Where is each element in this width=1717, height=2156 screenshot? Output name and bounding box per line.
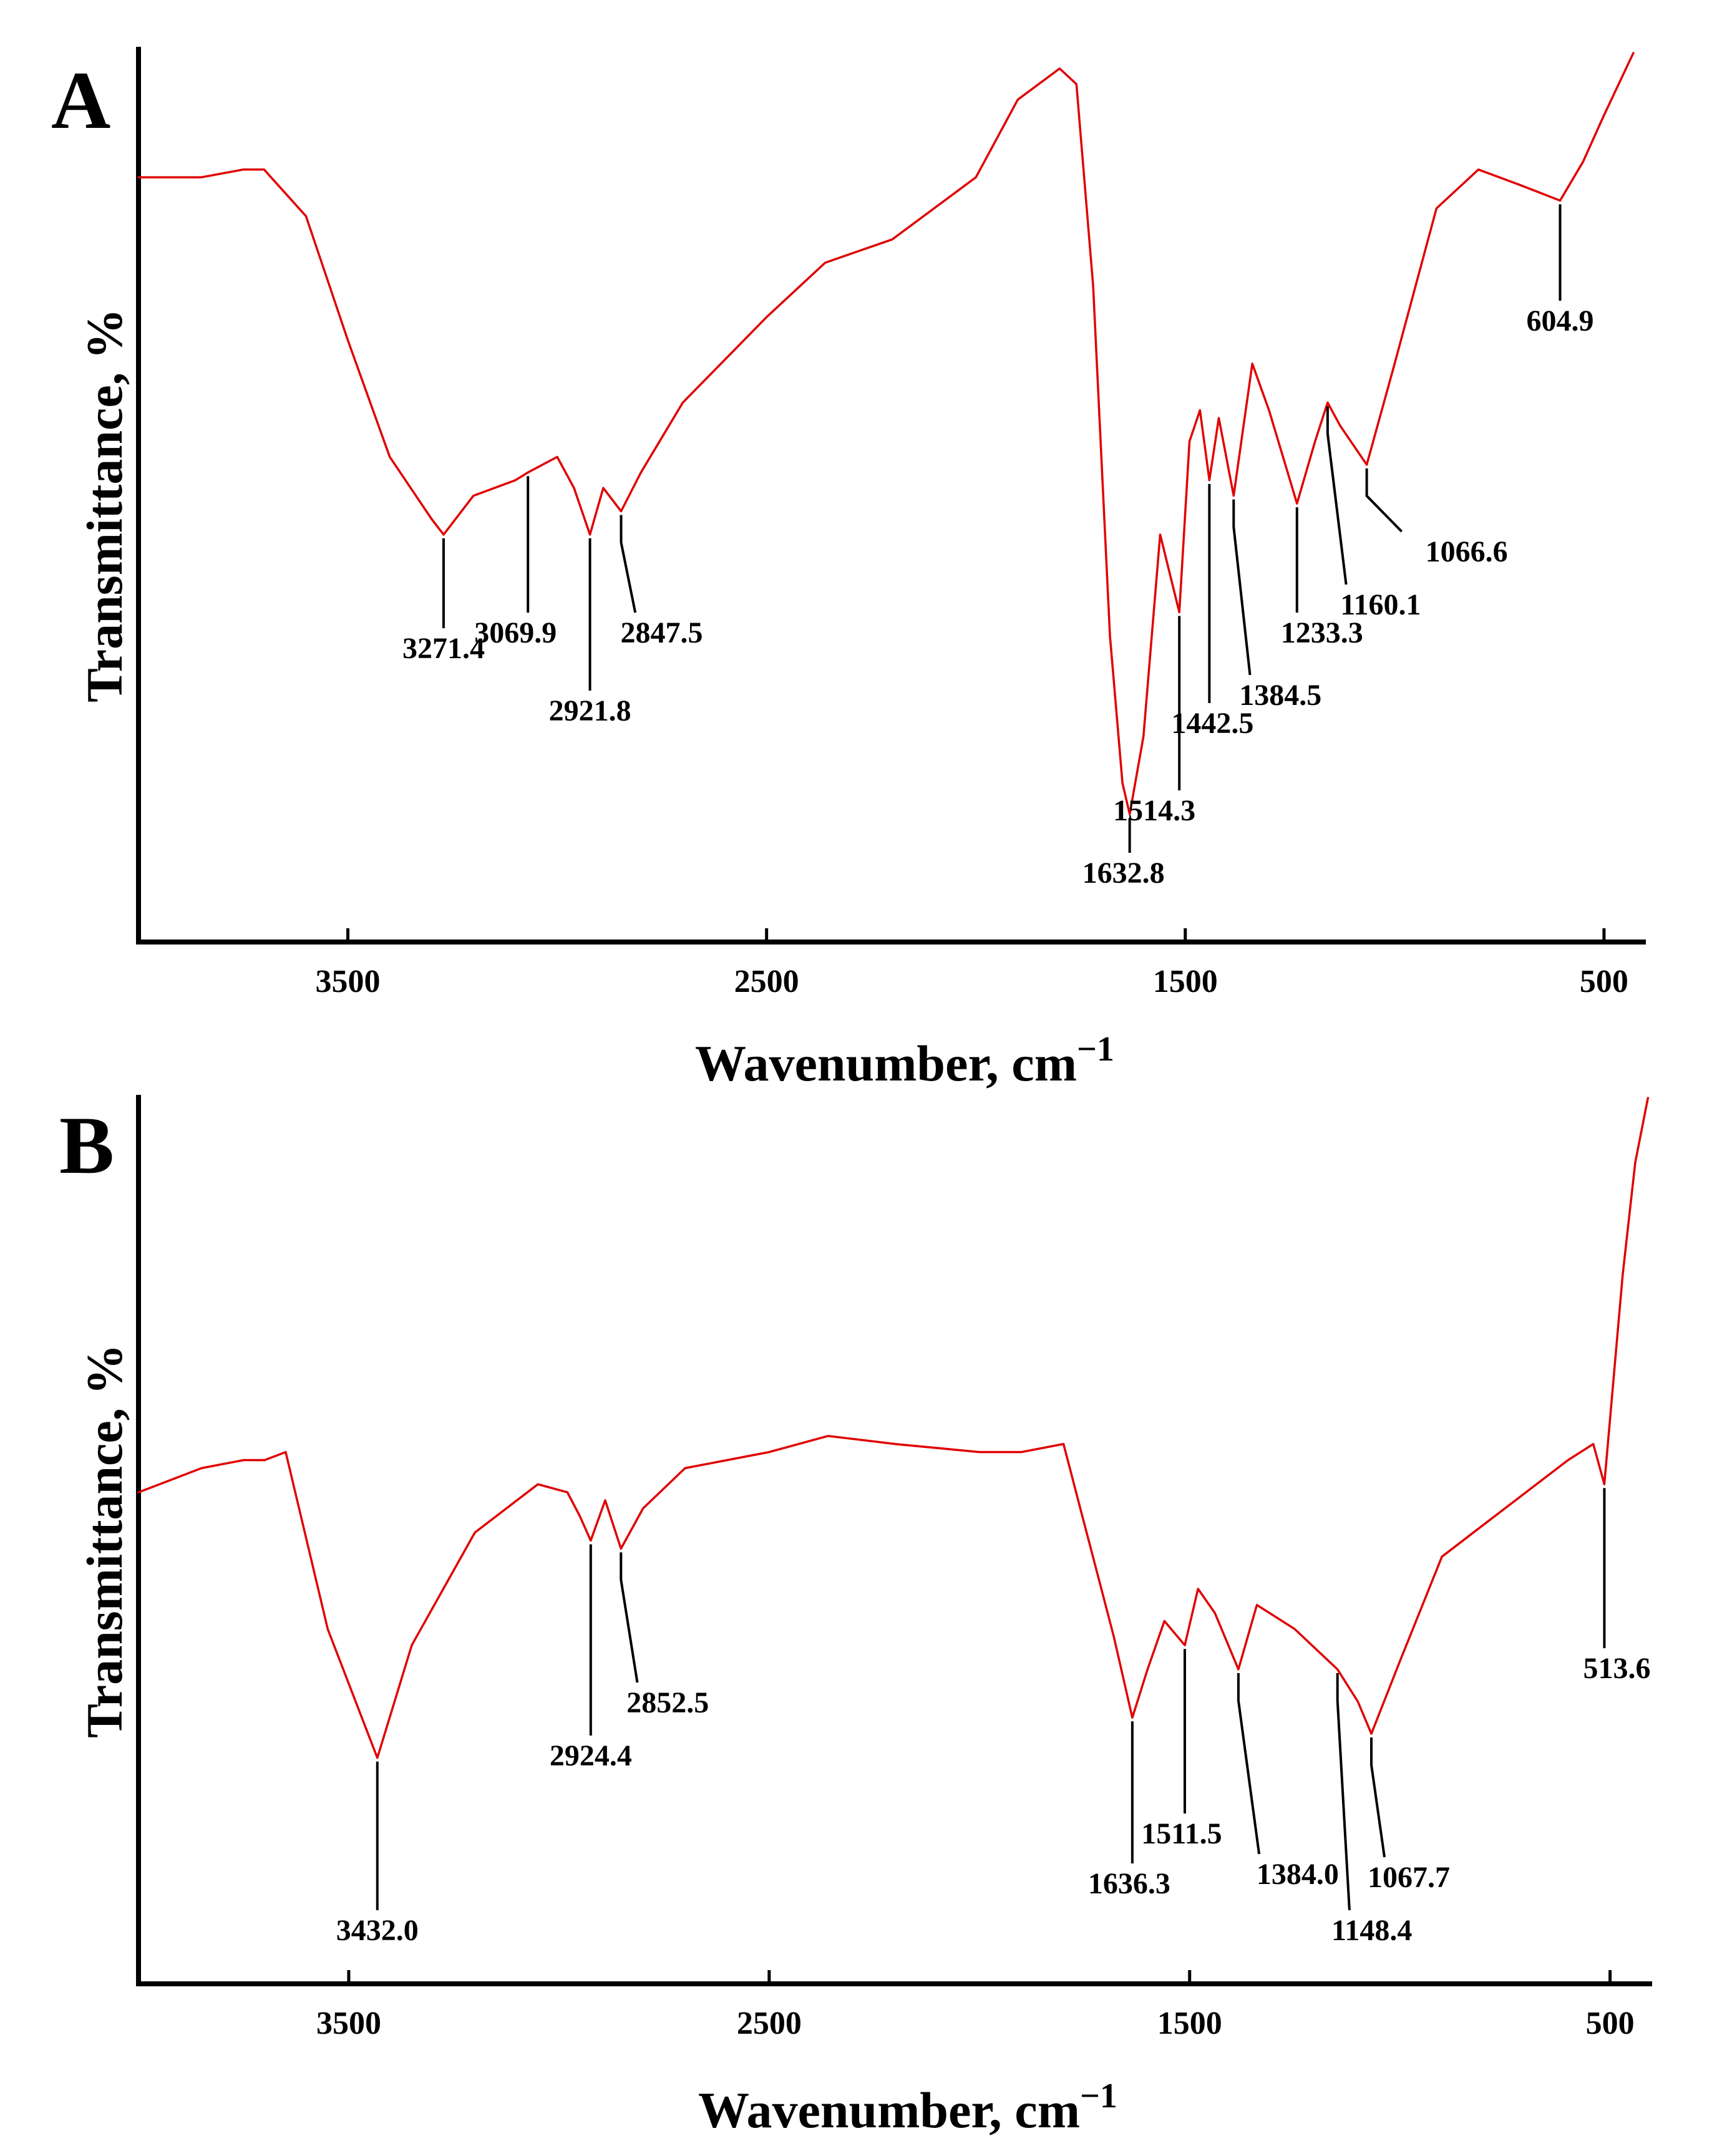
- peak-leader-b-1148_4: [1336, 1673, 1351, 1911]
- peak-label-b-513_6: 513.6: [1583, 1652, 1650, 1685]
- peak-label-b-1384_0: 1384.0: [1257, 1858, 1339, 1891]
- peak-label-a-1442_5: 1442.5: [1171, 707, 1253, 740]
- peak-leader-a-1160_1: [1326, 406, 1348, 585]
- x-tick-label-a-500: 500: [1580, 964, 1628, 999]
- peak-label-b-1148_4: 1148.4: [1331, 1914, 1412, 1947]
- y-axis-title-b: Transmittance, %: [76, 1344, 133, 1738]
- peak-label-a-2921_8: 2921.8: [549, 694, 631, 727]
- peak-label-a-1160_1: 1160.1: [1340, 588, 1421, 621]
- peak-label-a-604_9: 604.9: [1526, 304, 1593, 337]
- y-axis-title-a: Transmittance, %: [76, 308, 133, 702]
- chart-panel-b: B 3500 2500 1500 500 Wavenumber, cm−1 Transmit…: [59, 1095, 1652, 2139]
- peak-label-a-1632_8: 1632.8: [1082, 857, 1165, 890]
- panel-letter-a: A: [51, 54, 110, 146]
- peak-label-b-2924_4: 2924.4: [550, 1739, 632, 1772]
- peak-label-a-1384_5: 1384.5: [1239, 679, 1321, 712]
- peak-leader-a-1066_6: [1365, 468, 1403, 533]
- spectrum-line-a: [137, 52, 1635, 815]
- x-axis-title-b: Wavenumber, cm−1: [698, 2077, 1117, 2139]
- peak-label-b-1511_5: 1511.5: [1141, 1817, 1222, 1850]
- peak-label-a-1066_6: 1066.6: [1426, 535, 1508, 568]
- peak-leader-b-2852_5: [620, 1552, 639, 1683]
- peak-leader-a-1384_5: [1232, 499, 1252, 676]
- x-tick-label-a-2500: 2500: [734, 964, 799, 999]
- x-tick-label-b-500: 500: [1586, 2006, 1635, 2041]
- peak-label-a-2847_5: 2847.5: [620, 616, 703, 649]
- peak-label-a-3069_9: 3069.9: [474, 616, 557, 649]
- x-tick-label-b-1500: 1500: [1157, 2006, 1222, 2041]
- peak-leader-b-1384_0: [1237, 1673, 1261, 1855]
- x-tick-label-b-3500: 3500: [316, 2006, 381, 2041]
- x-axis-title-a: Wavenumber, cm−1: [695, 1030, 1114, 1092]
- peak-label-b-3432_0: 3432.0: [336, 1914, 419, 1947]
- x-tick-label-b-2500: 2500: [737, 2006, 802, 2041]
- axes-b: [136, 1095, 1652, 1986]
- peak-label-b-1067_7: 1067.7: [1368, 1861, 1450, 1894]
- peak-label-a-3271_4: 3271.4: [402, 632, 485, 665]
- peak-label-a-1514_3: 1514.3: [1113, 794, 1195, 827]
- peak-label-b-1636_3: 1636.3: [1088, 1867, 1170, 1900]
- peak-leader-a-2847_5: [620, 515, 637, 613]
- spectrum-line-b: [137, 1097, 1650, 1759]
- x-tick-label-a-1500: 1500: [1153, 964, 1218, 999]
- panel-letter-b: B: [59, 1099, 114, 1191]
- peak-label-b-2852_5: 2852.5: [626, 1686, 709, 1719]
- peak-label-a-1233_3: 1233.3: [1281, 616, 1363, 649]
- peak-leader-b-1067_7: [1370, 1737, 1386, 1858]
- x-tick-label-a-3500: 3500: [316, 964, 381, 999]
- axes-a: [136, 47, 1646, 944]
- chart-panel-a: A 3500 2500 1500 500 Wavenumber, cm−1 Transmit…: [51, 47, 1646, 1092]
